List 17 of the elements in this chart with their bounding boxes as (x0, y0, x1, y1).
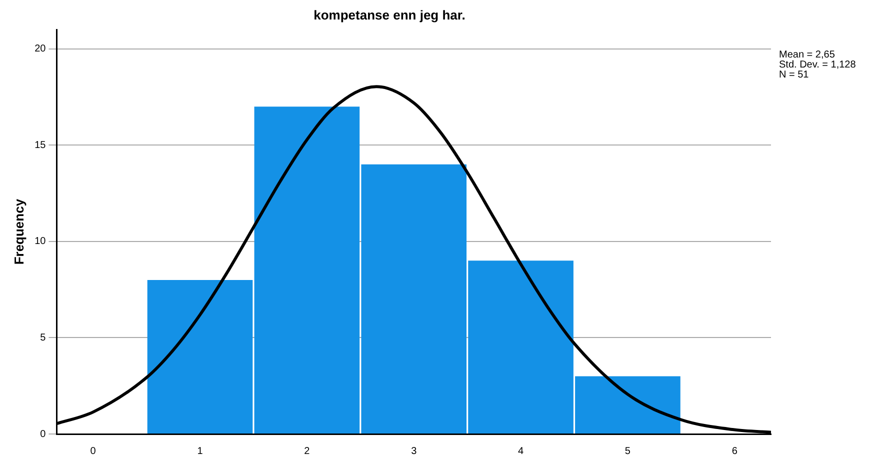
x-tick-label: 3 (411, 446, 418, 457)
y-axis-title: Frequency (11, 198, 26, 265)
y-tick-label: 20 (34, 44, 46, 55)
text: Std. Dev. = 1,128 (779, 59, 856, 70)
y-tick-label: 15 (34, 140, 46, 151)
y-tick-label: 5 (40, 332, 46, 344)
x-tick-label: 2 (304, 446, 310, 457)
x-tick-label: 0 (90, 446, 96, 457)
y-tick-label: 10 (34, 236, 46, 248)
x-tick-label: 6 (732, 446, 738, 457)
x-tick-label: 4 (518, 446, 524, 457)
x-tick-label: 5 (624, 446, 631, 457)
y-tick-label: 0 (40, 428, 46, 440)
text: Mean = 2,65 (779, 49, 836, 60)
text: N = 51 (779, 69, 810, 80)
x-tick-label: 1 (197, 446, 204, 457)
chart-title: kompetanse enn jeg har. (314, 7, 466, 22)
